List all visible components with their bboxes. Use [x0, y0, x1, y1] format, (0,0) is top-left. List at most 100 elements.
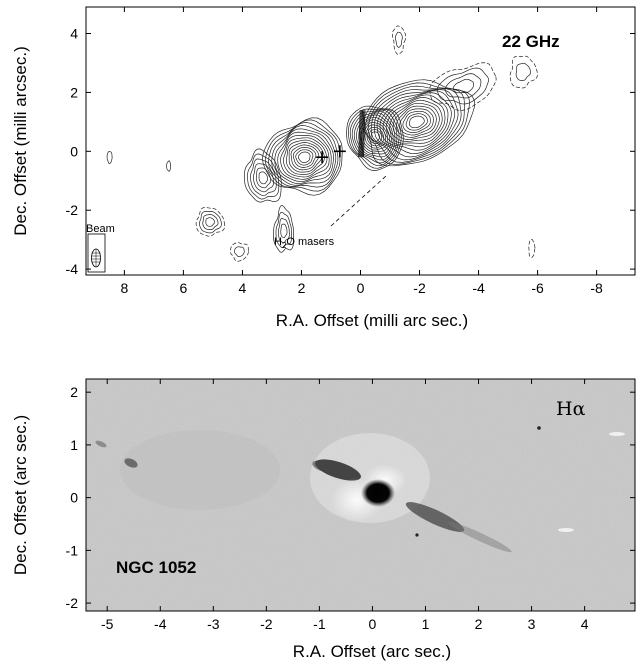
contour-x-tick-label: 0: [357, 280, 365, 296]
contour-line: [509, 55, 538, 89]
contour-line: [436, 67, 489, 105]
contour-line: [366, 127, 385, 147]
x-axis-title-bottom: R.A. Offset (arc sec.): [293, 642, 451, 661]
halpha-panel-frame: [85, 378, 636, 612]
halpha-x-tick-label: 3: [528, 616, 536, 632]
contour-line: [368, 129, 383, 144]
contour-line: [273, 205, 294, 253]
contour-line: [292, 147, 317, 168]
contour-ridge: [360, 110, 364, 158]
beam-label: Beam: [86, 223, 115, 235]
contour-line: [199, 211, 222, 234]
contour-line: [283, 137, 328, 178]
contour-line: [166, 160, 171, 172]
halpha-panel: -5 -4 -3 -2 -1 0 1 2 3 4 2 1 0 -1 -2 Hα NGC 1052 R.A. …: [11, 378, 636, 661]
contour-line: [408, 115, 425, 129]
halpha-y-tick-label: 0: [70, 490, 78, 506]
contour-ridge: [358, 110, 361, 158]
halpha-x-tick-label: 1: [422, 616, 430, 632]
contour-line: [389, 99, 443, 142]
contour-line: [351, 110, 398, 164]
halpha-image: [86, 379, 635, 611]
contour-line: [444, 73, 482, 99]
maser-leader-line: [330, 175, 387, 227]
contour-ridge: [361, 110, 365, 158]
contour-line: [402, 110, 431, 133]
contour-line: [234, 246, 245, 258]
contour-map: [106, 25, 538, 262]
contour-line: [376, 90, 456, 154]
halpha-x-tick-label: -2: [260, 616, 273, 632]
contour-line: [253, 163, 274, 193]
contour-line: [247, 153, 280, 200]
contour-line: [395, 31, 403, 48]
maser-annotation: H2O masers: [274, 236, 335, 250]
halpha-y-tick-label: 2: [70, 384, 78, 400]
contour-line: [195, 207, 226, 237]
contour-line: [399, 108, 434, 136]
maser-markers: [316, 145, 346, 164]
frequency-label: 22 GHz: [502, 32, 560, 51]
contour-line: [286, 139, 325, 175]
contour-line: [374, 89, 459, 158]
contour-line: [392, 102, 440, 140]
y-axis-title: Dec. Offset (milli arcsec.): [11, 46, 30, 236]
contour-line: [528, 239, 536, 258]
contour-line: [277, 131, 332, 183]
contour-line: [370, 131, 381, 142]
galaxy-name: NGC 1052: [116, 558, 196, 577]
contour-line: [405, 113, 428, 131]
contour-line: [370, 88, 462, 161]
halpha-panel-ticks: -5 -4 -3 -2 -1 0 1 2 3 4 2 1 0 -1 -2: [66, 379, 635, 632]
contour-line: [280, 223, 288, 239]
contour-line: [265, 119, 341, 192]
beam-box: [87, 233, 106, 273]
halpha-y-tick-label: -1: [66, 542, 79, 558]
contour-line: [364, 124, 386, 149]
contour-line: [106, 151, 113, 165]
contour-x-tick-label: -6: [531, 280, 544, 296]
contour-line: [356, 114, 394, 158]
contour-line: [275, 211, 292, 249]
contour-line: [255, 167, 272, 189]
halpha-y-tick-label: -2: [66, 595, 79, 611]
contour-y-tick-label: 4: [70, 26, 78, 42]
contour-ridge: [359, 110, 362, 158]
contour-y-tick-label: -4: [66, 261, 79, 277]
halpha-x-tick-label: 0: [369, 616, 377, 632]
halpha-x-tick-label: -3: [207, 616, 220, 632]
x-axis-title: R.A. Offset (milli arc sec.): [276, 311, 468, 330]
contour-line: [230, 242, 249, 262]
contour-x-tick-label: -8: [590, 280, 603, 296]
contour-line: [364, 82, 470, 165]
contour-line: [452, 78, 474, 94]
contour-line: [274, 128, 334, 185]
contour-y-tick-label: 0: [70, 143, 78, 159]
contour-line: [290, 144, 320, 171]
contour-y-tick-label: 2: [70, 84, 78, 100]
contour-line: [244, 148, 282, 203]
contour-ridge: [363, 110, 366, 158]
halpha-label: Hα: [556, 398, 586, 420]
contour-panel: 8 6 4 2 0 -2 -4 -6 -8 4 2 0 -2 -4 22 GHz R.A. Offset …: [11, 6, 636, 330]
halpha-x-tick-label: -5: [101, 616, 114, 632]
contour-line: [280, 135, 330, 180]
contour-line: [202, 214, 219, 230]
contour-x-tick-label: 2: [298, 280, 306, 296]
contour-line: [278, 218, 290, 244]
beam-ellipse: [91, 248, 101, 268]
contour-line: [288, 142, 323, 173]
y-axis-title-bottom: Dec. Offset (arc sec.): [11, 415, 30, 575]
halpha-x-tick-label: 4: [581, 616, 589, 632]
contour-line: [349, 109, 400, 167]
contour-y-tick-label: -2: [66, 202, 79, 218]
contour-line: [268, 122, 339, 188]
contour-x-tick-label: -2: [413, 280, 426, 296]
contour-line: [250, 158, 277, 197]
contour-x-tick-label: 4: [239, 280, 247, 296]
contour-line: [429, 62, 497, 111]
contour-line: [348, 108, 402, 169]
contour-line: [379, 92, 452, 151]
contour-line: [205, 217, 215, 227]
